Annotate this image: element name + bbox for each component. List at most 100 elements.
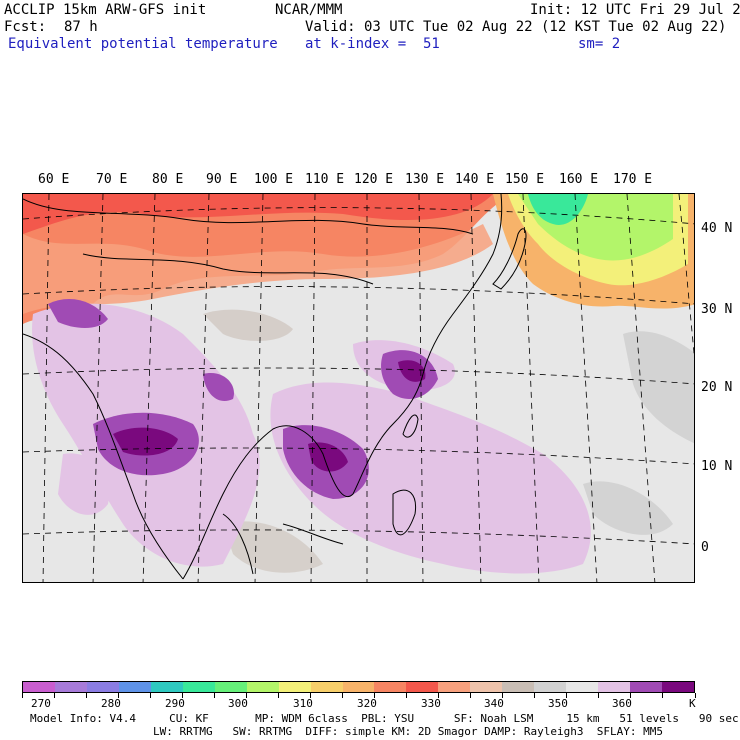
lon-label: 70 E	[96, 172, 128, 187]
colorbar-label: 290	[165, 697, 185, 710]
colorbar-label: 350	[548, 697, 568, 710]
colorbar-tick	[21, 693, 23, 698]
lat-label: 30 N	[701, 302, 733, 317]
lon-label: 150 E	[505, 172, 545, 187]
colorbar-swatch	[470, 682, 503, 692]
colorbar-swatch	[662, 682, 695, 692]
colorbar-swatch	[406, 682, 439, 692]
colorbar-swatch	[598, 682, 631, 692]
colorbar-tick	[181, 693, 183, 698]
purple-medium	[203, 373, 234, 402]
colorbar-tick	[341, 693, 343, 698]
colorbar-tick	[598, 693, 600, 698]
colorbar-swatch	[438, 682, 471, 692]
grey-patch	[583, 481, 673, 535]
valid-time: Valid: 03 UTC Tue 02 Aug 22 (12 KST Tue …	[305, 19, 727, 35]
model-info: Model Info: V4.4 CU: KF MP: WDM 6class P…	[30, 712, 739, 725]
colorbar-tick	[374, 693, 376, 698]
lon-label: 100 E	[254, 172, 294, 187]
lon-label: 170 E	[613, 172, 653, 187]
lat-label: 20 N	[701, 380, 733, 395]
purple-light	[58, 453, 109, 515]
field-name: Equivalent potential temperature	[8, 36, 278, 52]
colorbar-swatch	[310, 682, 343, 692]
lon-label: 140 E	[455, 172, 495, 187]
colorbar-swatch	[502, 682, 535, 692]
forecast-label: Fcst:	[4, 19, 47, 35]
colorbar-swatch	[246, 682, 279, 692]
warm-band-light	[23, 224, 493, 314]
colorbar-tick	[470, 693, 472, 698]
colorbar-tick	[438, 693, 440, 698]
colorbar-tick	[694, 693, 696, 698]
colorbar-label: 320	[357, 697, 377, 710]
level-index: at k-index = 51	[305, 36, 440, 52]
colorbar-tick	[85, 693, 87, 698]
model-physics: LW: RRTMG SW: RRTMG DIFF: simple KM: 2D …	[153, 725, 663, 738]
lon-label: 120 E	[354, 172, 394, 187]
colorbar-swatch	[86, 682, 119, 692]
colorbar	[22, 681, 695, 693]
lon-label: 60 E	[38, 172, 70, 187]
purple-medium	[48, 299, 108, 328]
purple-light	[270, 382, 591, 574]
lon-label: 110 E	[305, 172, 345, 187]
colorbar-tick	[149, 693, 151, 698]
lon-label: 130 E	[405, 172, 445, 187]
colorbar-tick	[213, 693, 215, 698]
colorbar-swatch	[534, 682, 567, 692]
colorbar-tick	[534, 693, 536, 698]
colorbar-tick	[53, 693, 55, 698]
lon-label: 90 E	[206, 172, 238, 187]
lat-label: 0	[701, 540, 709, 555]
colorbar-swatch	[150, 682, 183, 692]
lon-label: 160 E	[559, 172, 599, 187]
map-panel	[22, 193, 695, 583]
colorbar-swatch	[374, 682, 407, 692]
lon-label: 80 E	[152, 172, 184, 187]
coastlines	[23, 194, 527, 580]
forecast-hour: 87 h	[64, 19, 98, 35]
smoothing: sm= 2	[578, 36, 621, 52]
model-title: ACCLIP 15km ARW-GFS init	[4, 2, 207, 18]
colorbar-label: 340	[484, 697, 504, 710]
colorbar-swatch	[566, 682, 599, 692]
colorbar-swatch	[54, 682, 87, 692]
grey-patch	[623, 331, 694, 444]
purple-dark	[398, 360, 426, 382]
colorbar-tick	[117, 693, 119, 698]
graticule	[23, 194, 694, 582]
grey-patch	[203, 309, 293, 341]
colorbar-tick	[277, 693, 279, 698]
colorbar-swatch	[342, 682, 375, 692]
init-time: Init: 12 UTC Fri 29 Jul 22	[530, 2, 740, 18]
colorbar-label: 280	[101, 697, 121, 710]
lat-label: 10 N	[701, 459, 733, 474]
colorbar-swatch	[278, 682, 311, 692]
org-label: NCAR/MMM	[275, 2, 343, 18]
warm-band-red	[23, 194, 493, 234]
colorbar-tick	[309, 693, 311, 698]
colorbar-swatch	[214, 682, 247, 692]
colorbar-tick	[566, 693, 568, 698]
colorbar-swatch	[23, 682, 55, 692]
colorbar-unit: K	[689, 697, 696, 710]
colorbar-label: 330	[421, 697, 441, 710]
colorbar-swatch	[630, 682, 663, 692]
colorbar-label: 360	[612, 697, 632, 710]
colorbar-swatch	[182, 682, 215, 692]
purple-dark	[308, 442, 348, 472]
pacific-cool-green	[528, 194, 588, 225]
colorbar-swatch	[118, 682, 151, 692]
colorbar-label: 300	[228, 697, 248, 710]
colorbar-label: 270	[31, 697, 51, 710]
colorbar-tick	[406, 693, 408, 698]
purple-dark	[113, 427, 178, 456]
colorbar-tick	[630, 693, 632, 698]
colorbar-tick	[502, 693, 504, 698]
grey-patch	[223, 521, 323, 573]
colorbar-tick	[662, 693, 664, 698]
colorbar-label: 310	[293, 697, 313, 710]
colorbar-tick	[245, 693, 247, 698]
lat-label: 40 N	[701, 221, 733, 236]
